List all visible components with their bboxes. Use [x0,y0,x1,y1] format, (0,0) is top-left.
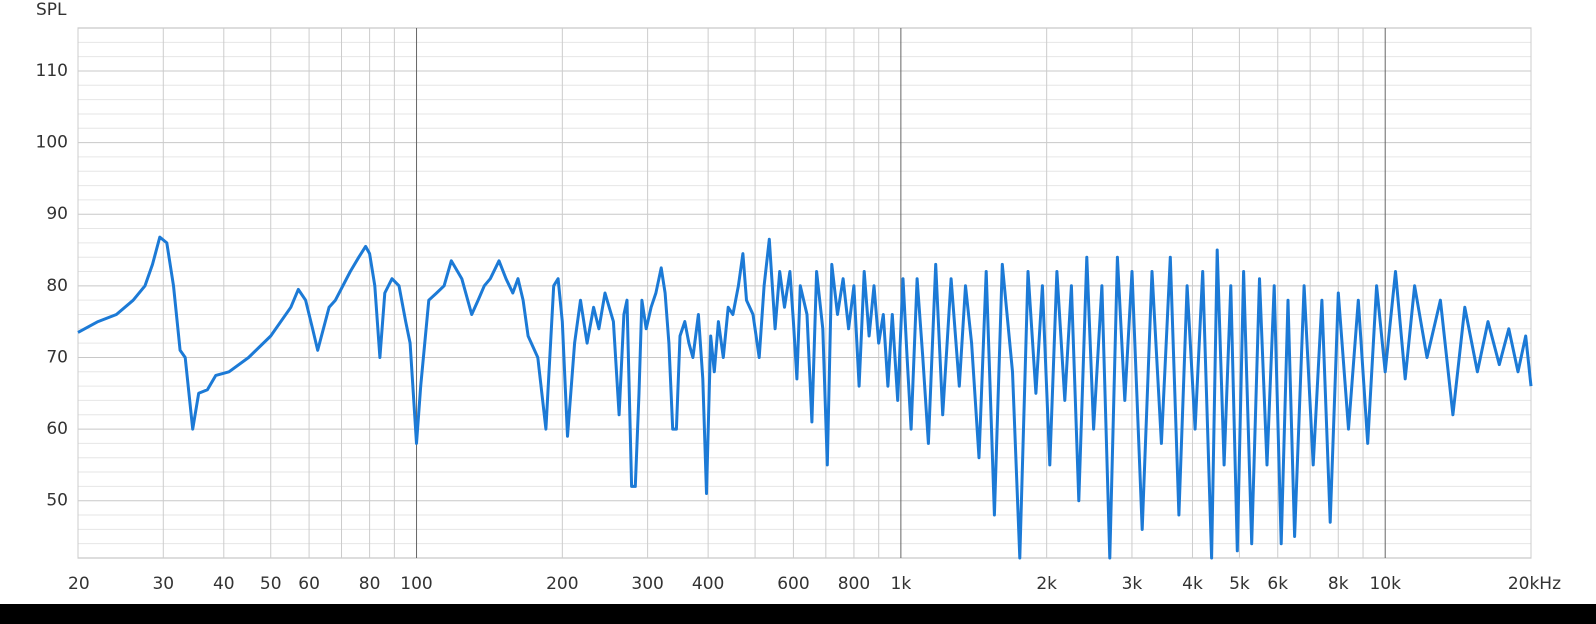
x-tick-label: 10k [1369,574,1401,594]
x-tick-label: 50 [260,574,282,594]
x-tick-label: 40 [213,574,235,594]
x-tick-label: 20 [68,574,90,594]
x-tick-label: 100 [400,574,432,594]
x-tick-label: 600 [777,574,809,594]
response-line [77,235,1533,560]
y-tick-label: 80 [46,276,68,296]
x-tick-label: 60 [298,574,320,594]
x-tick-label: 4k [1182,574,1203,594]
y-tick-label: 110 [36,61,68,81]
x-tick-label: 20kHz [1508,574,1561,594]
x-tick-label: 80 [359,574,381,594]
x-tick-label: 2k [1036,574,1057,594]
y-tick-label: 90 [46,204,68,224]
x-tick-label: 800 [838,574,870,594]
y-axis-label: SPL [36,0,67,20]
bottom-band [0,604,1596,624]
x-tick-label: 3k [1122,574,1143,594]
x-tick-label: 6k [1267,574,1288,594]
x-tick-label: 1k [891,574,912,594]
y-tick-label: 100 [36,133,68,153]
x-tick-label: 300 [631,574,663,594]
x-tick-label: 5k [1229,574,1250,594]
x-tick-label: 8k [1328,574,1349,594]
y-tick-label: 50 [46,491,68,511]
x-tick-label: 200 [546,574,578,594]
x-tick-label: 30 [152,574,174,594]
y-tick-label: 60 [46,419,68,439]
y-tick-label: 70 [46,347,68,367]
x-tick-label: 400 [692,574,724,594]
